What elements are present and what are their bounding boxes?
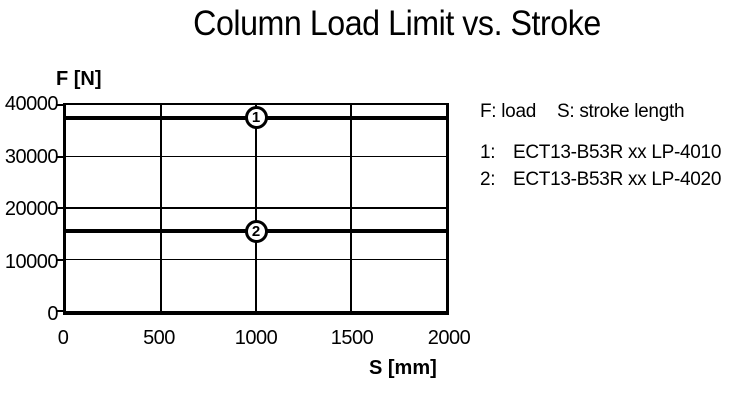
legend-f-definition: F: load: [480, 101, 536, 122]
y-tick-mark: [57, 155, 63, 158]
legend-item-name: ECT13-B53R xx LP-4020: [513, 169, 722, 190]
y-tick-mark: [57, 310, 63, 312]
y-tick-mark: [57, 258, 63, 261]
legend-s-definition: S: stroke length: [557, 101, 685, 122]
legend-item-1: 1: ECT13-B53R xx LP-4010: [480, 142, 721, 164]
legend-item-number: 2:: [480, 169, 496, 190]
x-tick-label: 2000: [427, 327, 471, 349]
x-tick-label: 1500: [330, 327, 374, 349]
v-gridline: [255, 105, 257, 311]
y-tick-label: 40000: [4, 93, 59, 115]
x-tick-label: 0: [57, 327, 69, 349]
legend-item-number: 1:: [480, 142, 496, 163]
v-gridline: [350, 105, 352, 311]
legend-definitions: F: load S: stroke length: [480, 101, 685, 123]
y-tick-label: 10000: [4, 251, 59, 273]
y-tick-label: 20000: [4, 198, 59, 220]
x-tick-label: 1000: [234, 327, 278, 349]
y-tick-mark: [57, 207, 63, 209]
series-marker-1: 1: [244, 106, 268, 130]
v-gridline: [160, 105, 162, 311]
y-tick-mark: [57, 104, 63, 106]
x-tick-label: 500: [143, 327, 175, 349]
y-axis-label: F [N]: [56, 68, 102, 90]
y-tick-label: 30000: [4, 146, 59, 168]
chart-title: Column Load Limit vs. Stroke: [193, 4, 601, 43]
legend-item-2: 2: ECT13-B53R xx LP-4020: [480, 169, 721, 191]
series-marker-2: 2: [244, 219, 268, 243]
legend-item-name: ECT13-B53R xx LP-4010: [513, 142, 722, 163]
x-axis-label: S [mm]: [369, 357, 437, 379]
y-tick-label: 0: [47, 303, 58, 325]
